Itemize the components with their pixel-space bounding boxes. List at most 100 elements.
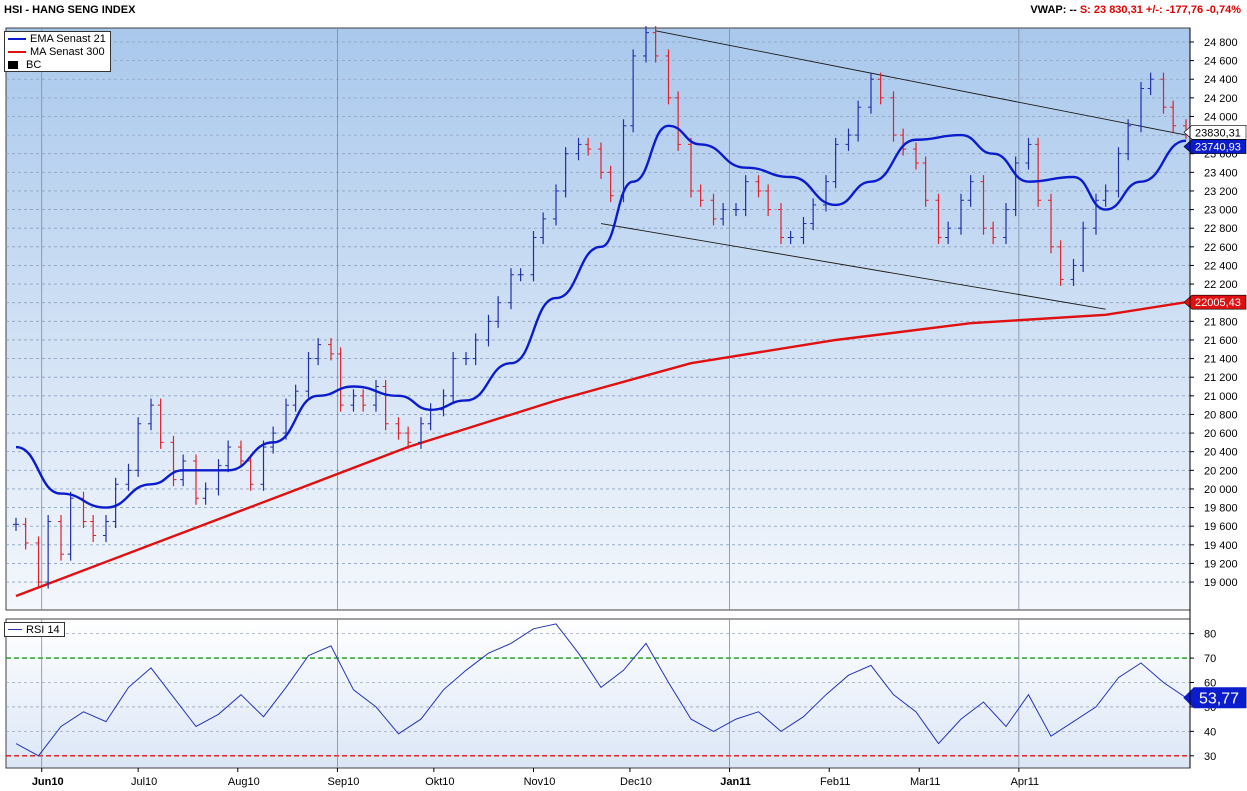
price-bar-up	[45, 515, 52, 589]
price-bar-up	[810, 198, 817, 231]
x-tick-label: Mar11	[910, 776, 940, 788]
hsi-chart[interactable]: 19 000 19 200 19 400 19 600 19 800 20 000 20 2…	[0, 22, 1247, 791]
x-tick-label: Dec10	[620, 776, 652, 788]
ema21-line	[15, 124, 1187, 509]
price-tick-label: 24 000	[1204, 111, 1238, 123]
price-tick-label: 21 000	[1204, 391, 1238, 403]
price-bar-up	[440, 389, 447, 417]
price-bar-down	[890, 91, 897, 142]
price-bar-up	[1070, 258, 1077, 286]
legend-bc-label: BC	[26, 58, 42, 71]
price-bar-up	[845, 128, 852, 151]
price-tick-label: 21 800	[1204, 316, 1238, 328]
price-bar-down	[598, 142, 604, 179]
price-bar-down	[157, 398, 164, 449]
price-bar-down	[193, 454, 199, 505]
price-bar-up	[373, 379, 379, 412]
price-bar-down	[765, 184, 772, 217]
price-bar-up	[742, 175, 749, 217]
price-bar-up	[1147, 72, 1154, 96]
price-bar-down	[58, 515, 64, 561]
price-bar-up	[283, 398, 289, 440]
legend-rsi-label: RSI 14	[26, 623, 60, 636]
price-bar-up	[967, 175, 974, 207]
price-bar-down	[675, 91, 682, 151]
price-bar-up	[215, 459, 222, 496]
price-tag: 23830,31	[1183, 124, 1247, 140]
price-plot-area	[5, 27, 1191, 611]
price-bar-up	[1125, 119, 1132, 161]
rsi-plot-area	[5, 618, 1191, 769]
rsi-tick-label: 80	[1204, 629, 1216, 641]
price-bar-down	[585, 137, 592, 156]
ma300-line	[15, 301, 1187, 598]
price-bar-down	[710, 193, 717, 226]
price-legend: EMA Senast 21 MA Senast 300 BC	[4, 31, 111, 72]
legend-item-ma: MA Senast 300	[5, 45, 110, 58]
price-tick-label: 23 400	[1204, 167, 1238, 179]
price-bar-down	[935, 193, 942, 245]
quote-summary: VWAP: -- S: 23 830,31 +/-: -177,76 -0,74…	[1030, 4, 1241, 16]
price-bar-up	[270, 426, 277, 454]
x-tick-label: Feb11	[820, 776, 850, 788]
x-tick-label: Jan11	[720, 776, 751, 788]
price-bar-up	[463, 352, 469, 366]
rsi-legend: RSI 14	[4, 622, 65, 637]
price-tick-label: 19 000	[1204, 577, 1238, 589]
price-tick-label: 20 200	[1204, 465, 1238, 477]
price-bar-down	[778, 203, 784, 245]
ema-swatch	[8, 37, 26, 40]
rsi-value-tag	[1183, 687, 1247, 709]
price-bar-up	[450, 352, 457, 403]
legend-item-bc: BC	[5, 58, 110, 71]
price-tick-label: 21 200	[1204, 372, 1238, 384]
x-tick-label: Jun10	[32, 776, 64, 788]
price-bar-down	[665, 49, 672, 105]
last-price-label: S: 23 830,31	[1079, 4, 1143, 16]
price-bar-up	[508, 268, 514, 310]
price-bar-up	[485, 314, 492, 347]
x-tick-label: Jul10	[131, 776, 157, 788]
price-bar-down	[688, 137, 694, 198]
rsi-tick-label: 60	[1204, 678, 1216, 690]
price-bar-down	[1170, 100, 1177, 133]
price-bar-up	[553, 184, 559, 226]
price-bar-up	[350, 389, 357, 412]
price-tick-label: 22 600	[1204, 242, 1238, 254]
price-tag: 23740,93	[1183, 139, 1247, 154]
x-tick-label: Nov10	[524, 776, 556, 788]
price-bar-up	[148, 398, 154, 431]
price-bar-up	[495, 296, 502, 328]
price-bar-up	[643, 26, 649, 63]
price-bar-up	[125, 463, 132, 491]
price-bar-up	[800, 217, 807, 245]
price-tick-label: 24 800	[1204, 37, 1238, 49]
price-bar-down	[238, 440, 244, 468]
price-bar-down	[900, 128, 907, 156]
price-bar-down	[652, 26, 659, 63]
trend-channel-line	[600, 223, 1106, 310]
price-bar-up	[945, 221, 952, 245]
price-tick-label: 19 800	[1204, 503, 1238, 515]
legend-ma-label: MA Senast 300	[30, 45, 105, 58]
price-bar-down	[922, 156, 929, 207]
price-bar-up	[1025, 137, 1032, 170]
rsi-swatch	[8, 629, 22, 630]
legend-item-ema: EMA Senast 21	[5, 32, 110, 45]
price-bar-down	[1057, 240, 1064, 286]
price-tick-label: 23 200	[1204, 186, 1238, 198]
price-tick-label: 21 600	[1204, 335, 1238, 347]
price-bar-down	[913, 142, 919, 170]
price-tick-label: 24 400	[1204, 74, 1238, 86]
price-bar-down	[877, 72, 884, 105]
price-bar-up	[305, 352, 312, 398]
price-bar-up	[202, 482, 209, 505]
price-bar-down	[382, 379, 389, 431]
price-bar-up	[540, 212, 547, 245]
price-bar-down	[170, 435, 177, 487]
price-bar-up	[630, 49, 637, 133]
price-tick-label: 22 400	[1204, 260, 1238, 272]
price-bar-down	[22, 517, 29, 550]
legend-ema-label: EMA Senast 21	[30, 32, 106, 45]
rsi-tick-label: 40	[1204, 726, 1216, 738]
